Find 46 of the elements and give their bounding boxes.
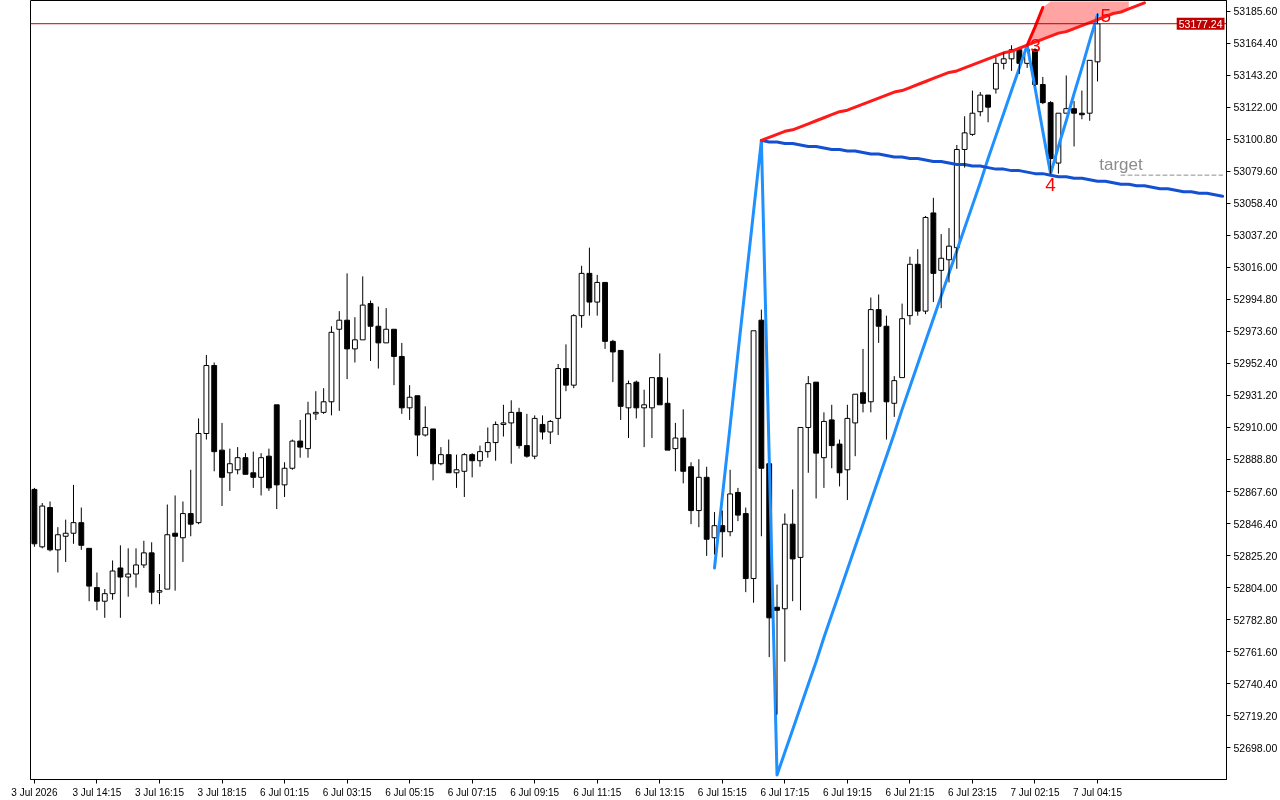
x-tick-label: 6 Jul 23:15: [947, 786, 998, 798]
ref-line-label: 53177.24: [1178, 17, 1223, 30]
y-tick-label: 52952.40: [1233, 357, 1278, 370]
y-tick-label: 53143.20: [1233, 69, 1278, 82]
x-tick-label: 3 Jul 16:15: [135, 786, 185, 798]
y-tick-label: 52888.80: [1233, 453, 1278, 466]
x-tick-label: 6 Jul 15:15: [697, 786, 748, 798]
y-tick-label: 52846.40: [1233, 517, 1278, 530]
y-tick-label: 52719.20: [1233, 709, 1278, 722]
x-tick-label: 3 Jul 14:15: [72, 786, 122, 798]
y-tick-label: 52973.60: [1233, 325, 1278, 338]
y-tick-label: 52825.20: [1233, 549, 1278, 562]
y-tick-label: 52698.00: [1233, 741, 1278, 754]
series-label: target: [1099, 155, 1143, 175]
annotation: 5: [1100, 4, 1112, 26]
y-tick-label: 52994.80: [1233, 293, 1278, 306]
y-tick-label: 53016.00: [1233, 261, 1278, 274]
y-tick-label: 52910.00: [1233, 421, 1278, 434]
x-tick-label: 6 Jul 01:15: [260, 786, 310, 798]
y-tick-label: 52740.40: [1233, 677, 1278, 690]
x-tick-label: 7 Jul 04:15: [1073, 786, 1123, 798]
x-tick-label: 6 Jul 21:15: [885, 786, 935, 798]
y-tick-label: 53164.40: [1233, 37, 1278, 50]
x-tick-label: 6 Jul 05:15: [385, 786, 435, 798]
x-tick-label: 6 Jul 03:15: [322, 786, 372, 798]
y-tick-label: 52761.60: [1233, 645, 1278, 658]
y-tick-label: 53037.20: [1233, 229, 1278, 242]
y-tick-label: 53079.60: [1233, 165, 1278, 178]
y-tick-label: 53058.40: [1233, 197, 1278, 210]
x-tick-label: 6 Jul 19:15: [822, 786, 873, 798]
x-tick-label: 6 Jul 07:15: [447, 786, 498, 798]
y-tick-label: 52867.60: [1233, 485, 1278, 498]
x-tick-label: 3 Jul 18:15: [197, 786, 247, 798]
y-tick-label: 53122.00: [1233, 101, 1278, 114]
x-tick-label: 6 Jul 09:15: [510, 786, 560, 798]
x-tick-label: 7 Jul 02:15: [1010, 786, 1060, 798]
x-tick-label: 6 Jul 13:15: [635, 786, 685, 798]
x-tick-label: 6 Jul 11:15: [573, 786, 622, 798]
y-tick-label: 52804.00: [1233, 581, 1278, 594]
y-tick-label: 53185.60: [1233, 5, 1278, 18]
y-tick-label: 52782.80: [1233, 613, 1278, 626]
y-tick-label: 53100.80: [1233, 133, 1278, 146]
annotation: 4: [1045, 173, 1057, 195]
x-tick-label: 3 Jul 2026: [11, 786, 58, 798]
y-tick-label: 52931.20: [1233, 389, 1278, 402]
x-tick-label: 6 Jul 17:15: [760, 786, 810, 798]
